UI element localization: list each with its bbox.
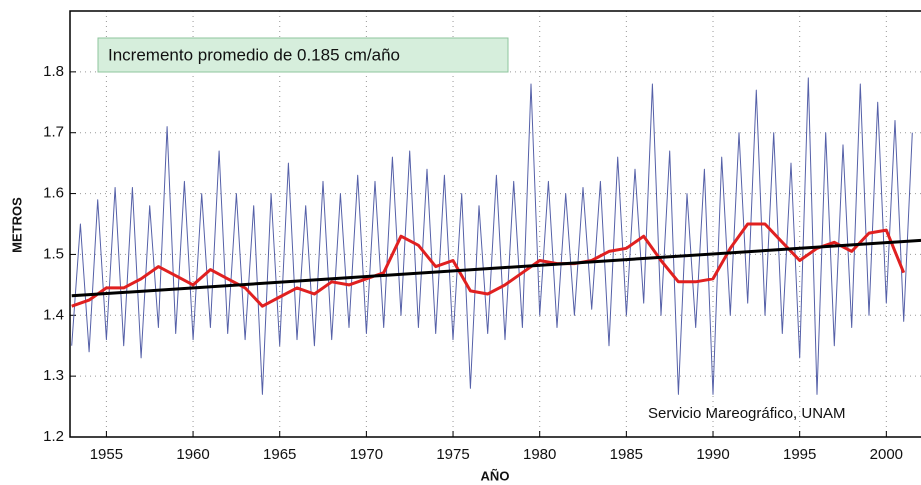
x-tick-label: 1990 — [696, 446, 729, 463]
y-tick-label: 1.5 — [43, 245, 64, 262]
source: Servicio Mareográfico, UNAM — [648, 405, 846, 422]
x-tick-label: 2000 — [870, 446, 903, 463]
x-tick-label: 1960 — [176, 446, 209, 463]
x-tick-label: 1965 — [263, 446, 296, 463]
x-tick-label: 1955 — [90, 446, 123, 463]
x-axis-label: AÑO — [481, 468, 510, 483]
annotation-box — [97, 37, 509, 73]
plot-frame — [69, 10, 921, 438]
x-tick-label: 1975 — [436, 446, 469, 463]
series-line — [71, 222, 906, 308]
x-tick-label: 1985 — [610, 446, 643, 463]
y-tick-label: 1.2 — [43, 428, 64, 445]
y-tick-label: 1.3 — [43, 367, 64, 384]
x-tick-label: 1970 — [350, 446, 383, 463]
y-tick-label: 1.4 — [43, 306, 64, 323]
y-tick-label: 1.8 — [43, 63, 64, 80]
y-tick-label: 1.7 — [43, 124, 64, 141]
series-line — [71, 238, 921, 298]
y-tick-label: 1.6 — [43, 185, 64, 202]
y-axis-label: METROS — [9, 197, 24, 253]
x-tick-label: 1995 — [783, 446, 816, 463]
annotation: Incremento promedio de 0.185 cm/año — [108, 45, 400, 64]
series-line — [71, 77, 913, 395]
x-tick-label: 1980 — [523, 446, 556, 463]
